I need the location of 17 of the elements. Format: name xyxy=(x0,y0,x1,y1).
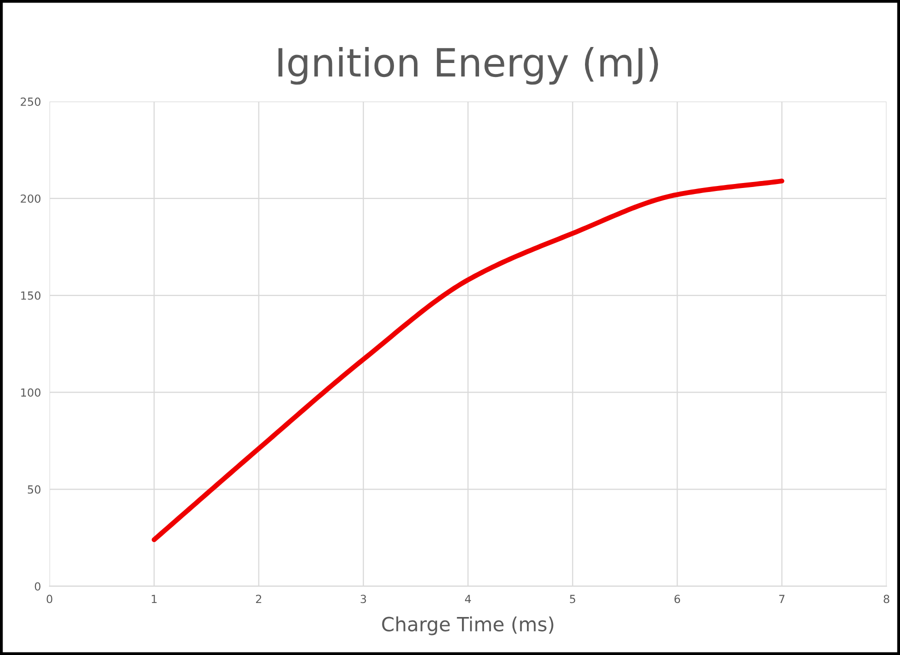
x-tick-label: 4 xyxy=(465,594,471,603)
x-tick-label: 6 xyxy=(674,594,680,604)
x-axis-title: Charge Time (ms) xyxy=(382,616,554,636)
x-tick-label: 2 xyxy=(256,594,262,603)
y-tick-label: 150 xyxy=(21,291,40,300)
x-tick-label: 8 xyxy=(884,594,890,604)
x-tick-label: 0 xyxy=(46,594,52,604)
x-tick-label: 1 xyxy=(152,594,157,603)
chart-title: Ignition Energy (mJ) xyxy=(278,46,658,85)
y-tick-label: 50 xyxy=(28,485,40,494)
y-tick-label: 100 xyxy=(21,388,40,397)
y-tick-label: 200 xyxy=(20,194,40,203)
y-tick-label: 250 xyxy=(20,98,40,106)
x-tick-label: 7 xyxy=(779,594,784,603)
x-tick-label: 3 xyxy=(360,594,366,604)
y-tick-label: 0 xyxy=(34,582,40,591)
x-tick-label: 5 xyxy=(570,594,576,604)
